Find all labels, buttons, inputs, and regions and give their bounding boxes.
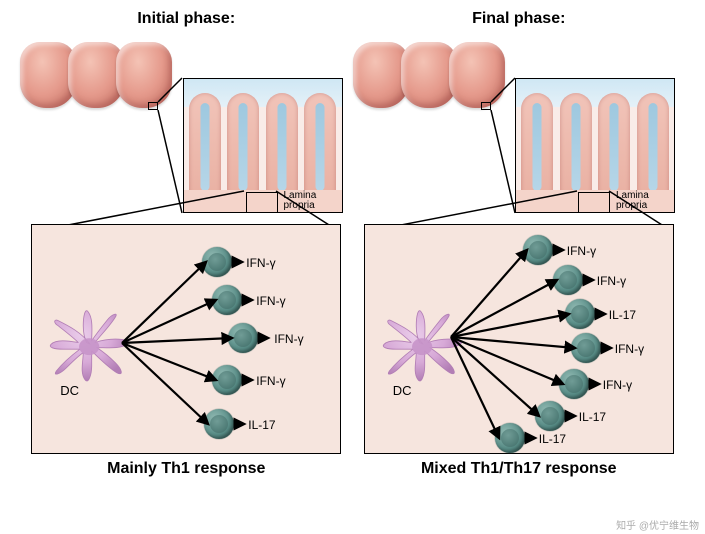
t-cell	[535, 401, 565, 431]
t-cell	[559, 369, 589, 399]
villus	[189, 93, 221, 201]
cytokine-label: IL-17	[248, 418, 275, 432]
dc-label: DC	[393, 383, 412, 398]
villus	[598, 93, 630, 201]
t-cell	[212, 285, 242, 315]
t-cell	[228, 323, 258, 353]
dendritic-cell	[379, 307, 467, 383]
dc-label: DC	[60, 383, 79, 398]
t-cell	[204, 409, 234, 439]
intestine-segment	[116, 42, 172, 108]
villus	[521, 93, 553, 201]
watermark: 知乎 @优宁维生物	[616, 517, 699, 532]
cytokine-label: IFN-γ	[246, 256, 275, 270]
cytokine-label: IFN-γ	[615, 342, 644, 356]
cytokine-label: IFN-γ	[567, 244, 596, 258]
phase-title: Initial phase:	[137, 10, 235, 28]
cytokine-label: IFN-γ	[256, 374, 285, 388]
intestine-region: Lamina propria	[30, 32, 343, 122]
villus	[227, 93, 259, 201]
villus	[637, 93, 669, 201]
cytokine-label: IFN-γ	[603, 378, 632, 392]
callout-source-box	[148, 102, 158, 110]
cytokine-label: IL-17	[579, 410, 606, 424]
t-cell	[212, 365, 242, 395]
lamina-propria-detail: DC IFN-γ IFN-γ IFN-γ IFN-γ IL-17	[31, 224, 341, 454]
t-cell	[565, 299, 595, 329]
phase-title: Final phase:	[472, 10, 565, 28]
response-title: Mainly Th1 response	[107, 460, 265, 478]
lamina-propria-detail: DC IFN-γ IFN-γ IL-17 IFN-γ IFN-γ IL-17 IL-17	[364, 224, 674, 454]
lamina-propria-box	[246, 192, 278, 212]
lamina-propria-box	[578, 192, 610, 212]
callout-source-box	[481, 102, 491, 110]
lamina-propria-label: Lamina propria	[284, 191, 317, 211]
t-cell	[202, 247, 232, 277]
panel-initial-phase: Initial phase: Lamina propria DC IFN-γ IFN-…	[30, 10, 343, 524]
t-cell	[553, 265, 583, 295]
villus	[304, 93, 336, 201]
villus	[266, 93, 298, 201]
villi-inset: Lamina propria	[183, 78, 343, 213]
cytokine-label: IL-17	[539, 432, 566, 446]
dendritic-cell-icon	[379, 307, 467, 383]
villi-inset: Lamina propria	[515, 78, 675, 213]
cytokine-label: IFN-γ	[597, 274, 626, 288]
lamina-propria-label: Lamina propria	[616, 191, 649, 211]
dendritic-cell	[46, 307, 134, 383]
panel-final-phase: Final phase: Lamina propria DC IFN-γ IFN-γ I…	[363, 10, 676, 524]
t-cell	[571, 333, 601, 363]
intestine-segment	[449, 42, 505, 108]
dendritic-cell-icon	[46, 307, 134, 383]
t-cell	[523, 235, 553, 265]
cytokine-label: IFN-γ	[274, 332, 303, 346]
t-cell	[495, 423, 525, 453]
cytokine-label: IL-17	[609, 308, 636, 322]
villus	[560, 93, 592, 201]
response-title: Mixed Th1/Th17 response	[421, 460, 617, 478]
intestine-region: Lamina propria	[363, 32, 676, 122]
cytokine-label: IFN-γ	[256, 294, 285, 308]
